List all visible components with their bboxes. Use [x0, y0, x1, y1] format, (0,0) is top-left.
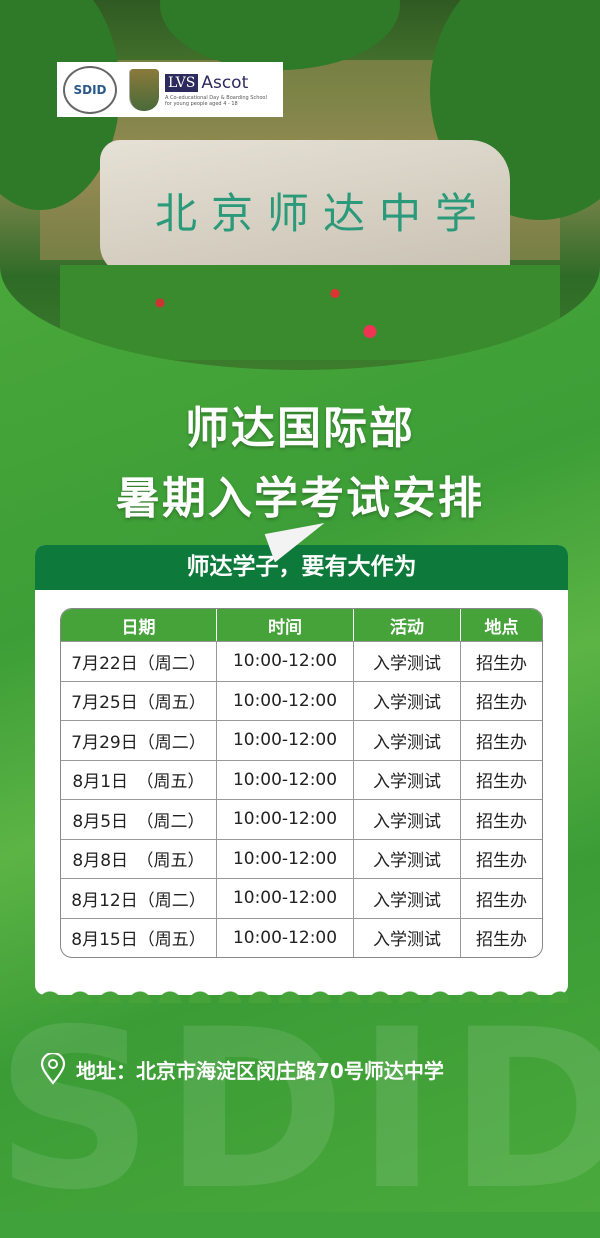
cell-time: 10:00-12:00: [217, 720, 354, 760]
slogan-band: 师达学子，要有大作为: [35, 545, 568, 590]
address: 地址：北京市海淀区闵庄路70号师达中学: [40, 1053, 444, 1085]
cell-date: 7月29日（周二）: [61, 720, 217, 760]
title-line-2: 暑期入学考试安排: [116, 473, 484, 524]
column-header-time: 时间: [217, 609, 354, 641]
school-crest-icon: [129, 68, 159, 111]
column-header-date: 日期: [61, 609, 217, 641]
cell-location: 招生办: [461, 720, 542, 760]
cell-location: 招生办: [461, 838, 542, 879]
cell-time: 10:00-12:00: [217, 641, 354, 681]
cell-location: 招生办: [461, 759, 542, 800]
watermark: SDID: [0, 982, 600, 1238]
ascot-text: Ascot: [201, 72, 249, 93]
column-header-activity: 活动: [354, 609, 461, 641]
cell-date: 7月22日（周二）: [61, 641, 217, 681]
lvs-mark: LVS: [165, 73, 199, 92]
schedule-card: 师达学子，要有大作为 日期 时间 活动 地点 7月22日（周二） 10:00-12…: [35, 545, 568, 995]
cell-location: 招生办: [461, 680, 542, 721]
cell-activity: 入学测试: [354, 878, 461, 918]
cell-date: 8月8日 （周五）: [61, 838, 217, 878]
cell-location: 招生办: [461, 799, 542, 839]
table-row: 8月8日 （周五） 10:00-12:00 入学测试 招生办: [61, 838, 542, 879]
cell-activity: 入学测试: [354, 917, 461, 957]
cell-activity: 入学测试: [354, 838, 461, 878]
table-row: 8月15日（周五） 10:00-12:00 入学测试 招生办: [61, 917, 542, 958]
cell-time: 10:00-12:00: [217, 680, 354, 720]
cell-time: 10:00-12:00: [217, 878, 354, 918]
cell-time: 10:00-12:00: [217, 917, 354, 957]
lvs-ascot-logo: LVS Ascot A Co-educational Day & Boarding…: [165, 73, 275, 107]
table-row: 7月22日（周二） 10:00-12:00 入学测试 招生办: [61, 641, 542, 681]
cell-date: 8月5日 （周二）: [61, 799, 217, 839]
flower-bed: [60, 265, 560, 360]
cell-time: 10:00-12:00: [217, 799, 354, 839]
lvs-tagline: A Co-educational Day & Boarding School f…: [165, 94, 267, 107]
cell-location: 招生办: [461, 878, 542, 918]
school-photo: 北京师达中学: [0, 0, 600, 370]
cell-location: 招生办: [461, 641, 542, 681]
cell-date: 7月25日（周五）: [61, 680, 217, 720]
scalloped-edge: [35, 983, 568, 1003]
cell-date: 8月12日（周二）: [61, 878, 217, 918]
logo-bar: SDID LVS Ascot A Co-educational Day & Boa…: [57, 62, 283, 117]
cell-date: 8月15日（周五）: [61, 917, 217, 957]
cell-activity: 入学测试: [354, 759, 461, 799]
address-text: 地址：北京市海淀区闵庄路70号师达中学: [76, 1058, 444, 1083]
title-line-1: 师达国际部: [185, 403, 415, 454]
cell-activity: 入学测试: [354, 799, 461, 839]
cell-activity: 入学测试: [354, 680, 461, 720]
stone-sign: [100, 140, 510, 275]
cell-activity: 入学测试: [354, 641, 461, 681]
sdid-logo: SDID: [63, 65, 117, 114]
schedule-table: 日期 时间 活动 地点 7月22日（周二） 10:00-12:00 入学测试 招生办 7…: [60, 608, 543, 958]
cell-location: 招生办: [461, 917, 542, 958]
table-row: 8月1日 （周五） 10:00-12:00 入学测试 招生办: [61, 759, 542, 800]
table-row: 7月25日（周五） 10:00-12:00 入学测试 招生办: [61, 680, 542, 721]
cell-date: 8月1日 （周五）: [61, 759, 217, 799]
table-row: 8月5日 （周二） 10:00-12:00 入学测试 招生办: [61, 799, 542, 839]
column-header-location: 地点: [461, 609, 542, 641]
cell-time: 10:00-12:00: [217, 838, 354, 878]
location-pin-icon: [40, 1053, 66, 1085]
cell-activity: 入学测试: [354, 720, 461, 760]
table-row: 7月29日（周二） 10:00-12:00 入学测试 招生办: [61, 720, 542, 760]
stone-calligraphy: 北京师达中学: [155, 189, 492, 238]
cell-time: 10:00-12:00: [217, 759, 354, 799]
table-row: 8月12日（周二） 10:00-12:00 入学测试 招生办: [61, 878, 542, 918]
